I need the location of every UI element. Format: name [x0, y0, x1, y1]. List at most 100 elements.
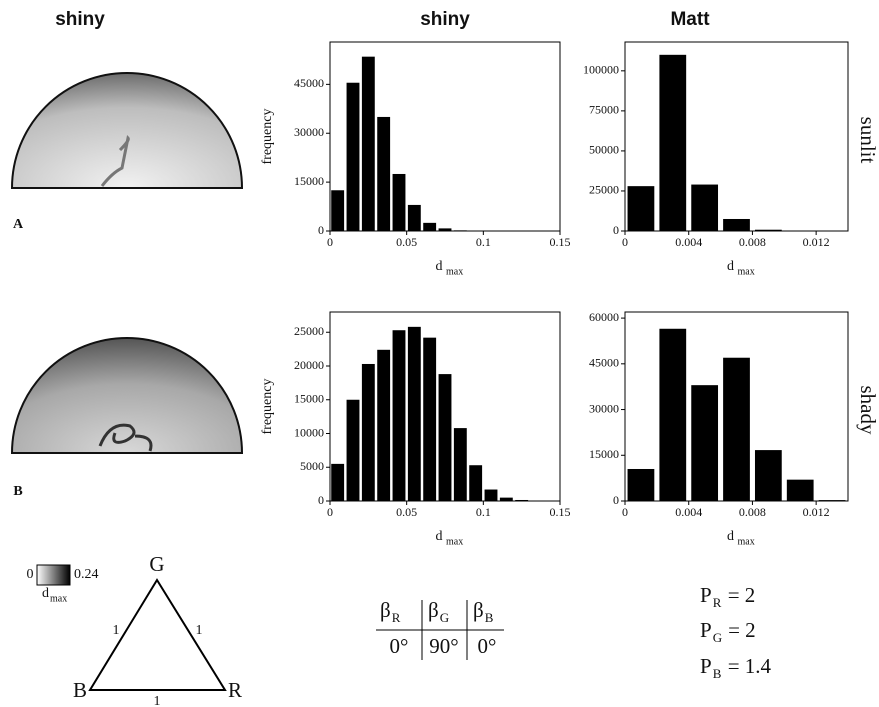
equation: P	[700, 583, 712, 607]
column-title: shiny	[420, 9, 470, 30]
x-tick-label: 0.012	[803, 505, 830, 519]
plot-frame	[625, 42, 848, 231]
y-tick-label: 0	[318, 223, 324, 237]
x-tick-label: 0.004	[675, 235, 702, 249]
table-header-sub: G	[440, 610, 449, 625]
x-tick-label: 0	[327, 505, 333, 519]
panel-label: B	[13, 484, 22, 499]
sky-image	[12, 338, 242, 453]
x-tick-label: 0.012	[803, 235, 830, 249]
colorbar	[37, 565, 70, 585]
row-label: sunlit	[856, 117, 879, 164]
x-tick-label: 0.1	[476, 505, 491, 519]
y-tick-label: 0	[613, 493, 619, 507]
table-cell: 0°	[390, 634, 409, 658]
bar	[331, 464, 344, 501]
bar	[723, 358, 750, 501]
equation-rhs: = 2	[728, 583, 756, 607]
equation: P	[700, 654, 712, 678]
bar	[347, 83, 360, 231]
bar	[454, 428, 467, 501]
colorbar-min: 0	[27, 567, 34, 582]
bar	[377, 117, 390, 231]
x-tick-label: 0.05	[396, 235, 417, 249]
bar	[362, 57, 375, 231]
colorbar-label-sub: max	[50, 593, 67, 604]
vertex-label: R	[228, 678, 242, 702]
bar	[787, 480, 814, 501]
x-axis-label: d	[436, 259, 443, 274]
y-tick-label: 25000	[589, 183, 619, 197]
bar	[331, 190, 344, 231]
bar	[485, 490, 498, 501]
bar	[628, 186, 655, 231]
equation-rhs: = 1.4	[728, 654, 772, 678]
x-tick-label: 0	[622, 505, 628, 519]
table-header-sub: R	[392, 610, 401, 625]
bar	[659, 55, 686, 231]
vertex-label: G	[149, 552, 164, 576]
vertex-label: B	[73, 678, 87, 702]
y-tick-label: 75000	[589, 103, 619, 117]
table-cell: 90°	[429, 634, 458, 658]
bar	[691, 185, 718, 231]
row-label: shady	[856, 386, 879, 435]
x-axis-label: d	[436, 529, 443, 544]
bar	[393, 330, 406, 501]
x-tick-label: 0	[622, 235, 628, 249]
figure: shinyshinyMattsunlitshadyAB00.24dmaxGBR1…	[0, 0, 879, 707]
y-tick-label: 15000	[294, 174, 324, 188]
y-tick-label: 50000	[589, 143, 619, 157]
x-tick-label: 0	[327, 235, 333, 249]
bar	[469, 465, 482, 501]
x-tick-label: 0.15	[550, 235, 571, 249]
triangle	[90, 580, 225, 690]
y-tick-label: 0	[318, 493, 324, 507]
x-axis-label-sub: max	[738, 266, 755, 277]
sky-image	[12, 73, 242, 188]
y-tick-label: 45000	[294, 76, 324, 90]
bar	[500, 498, 513, 501]
equation: P	[700, 618, 712, 642]
equation-rhs: = 2	[728, 618, 756, 642]
bar	[408, 205, 421, 231]
bar	[691, 385, 718, 501]
bar	[377, 350, 390, 501]
y-tick-label: 0	[613, 223, 619, 237]
y-axis-label: frequency	[260, 379, 275, 435]
bar	[628, 469, 655, 501]
equation-sub: R	[713, 595, 722, 610]
column-title: shiny	[55, 9, 105, 30]
x-tick-label: 0.004	[675, 505, 702, 519]
x-tick-label: 0.008	[739, 505, 766, 519]
y-tick-label: 15000	[294, 392, 324, 406]
x-axis-label-sub: max	[446, 266, 463, 277]
equation-sub: G	[713, 630, 722, 645]
x-tick-label: 0.15	[550, 505, 571, 519]
y-tick-label: 5000	[300, 459, 324, 473]
x-tick-label: 0.05	[396, 505, 417, 519]
y-tick-label: 10000	[294, 425, 324, 439]
x-axis-label: d	[727, 529, 734, 544]
y-tick-label: 100000	[583, 63, 619, 77]
bar	[362, 364, 375, 501]
y-tick-label: 30000	[589, 401, 619, 415]
bar	[439, 374, 452, 501]
bar	[659, 329, 686, 501]
bar	[755, 450, 782, 501]
y-tick-label: 15000	[589, 447, 619, 461]
bar	[393, 174, 406, 231]
edge-label: 1	[113, 623, 120, 638]
bar	[723, 219, 750, 231]
table-header: β	[428, 598, 439, 622]
y-tick-label: 30000	[294, 125, 324, 139]
y-tick-label: 45000	[589, 356, 619, 370]
equation-sub: B	[713, 666, 722, 681]
colorbar-label: d	[42, 586, 49, 601]
edge-label: 1	[154, 694, 161, 707]
bar	[423, 223, 436, 231]
x-tick-label: 0.008	[739, 235, 766, 249]
x-axis-label-sub: max	[446, 536, 463, 547]
bar	[347, 400, 360, 501]
x-tick-label: 0.1	[476, 235, 491, 249]
